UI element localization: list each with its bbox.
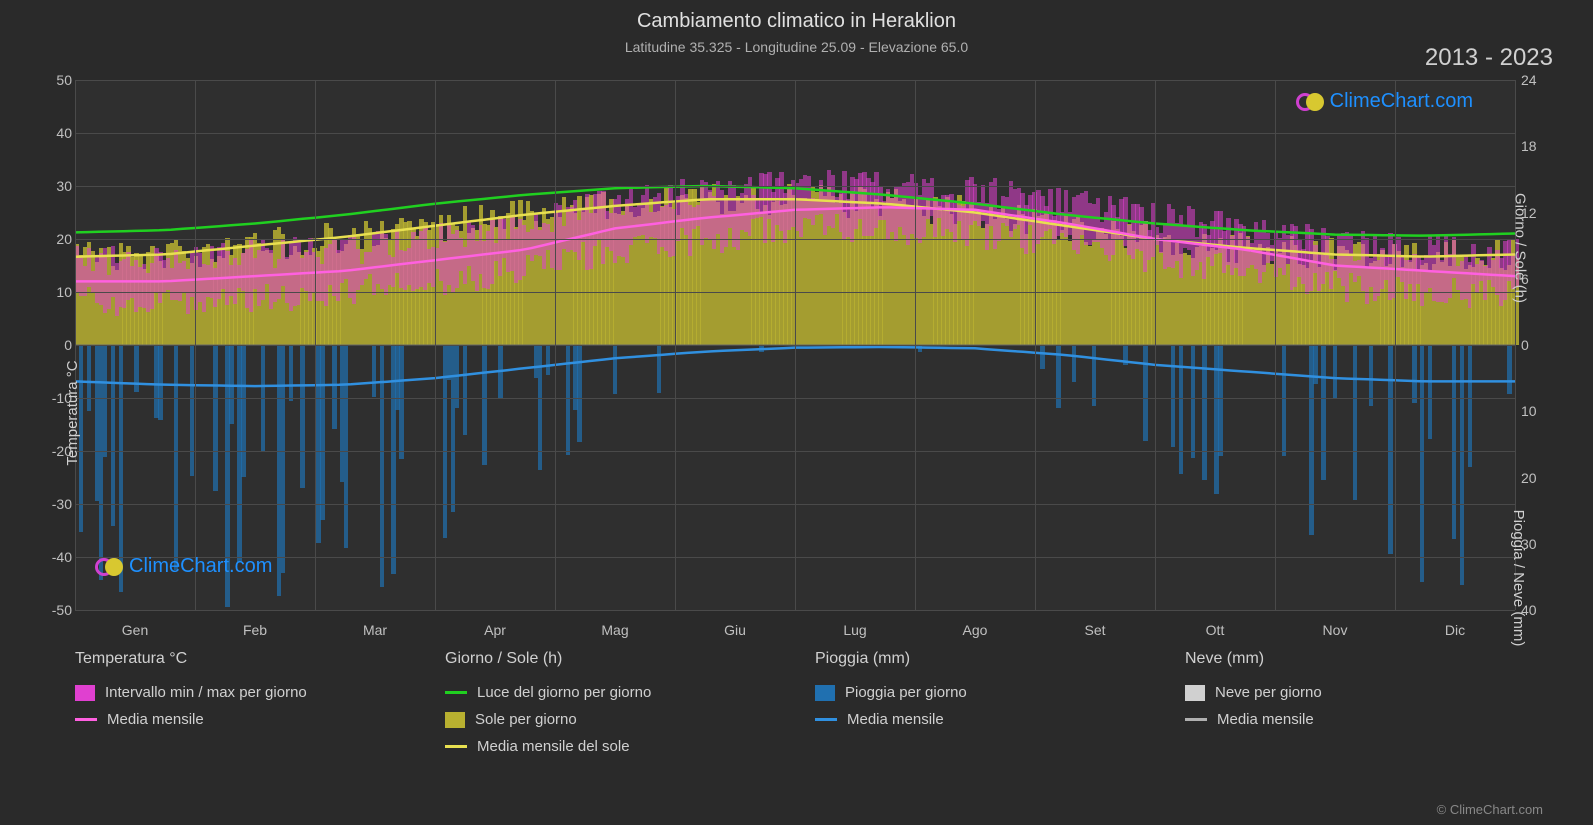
axis-tick: 10 bbox=[42, 284, 72, 300]
month-label: Feb bbox=[243, 622, 267, 638]
axis-tick: 18 bbox=[1521, 138, 1551, 154]
axis-tick: 24 bbox=[1521, 72, 1551, 88]
right-axis-label-bottom: Pioggia / Neve (mm) bbox=[1510, 509, 1527, 646]
month-label: Giu bbox=[724, 622, 746, 638]
legend-items: Pioggia per giorno Media mensile bbox=[815, 684, 1145, 728]
grid-line bbox=[1155, 80, 1156, 610]
legend-header: Giorno / Sole (h) bbox=[445, 650, 775, 668]
legend-item: Media mensile bbox=[815, 711, 1145, 728]
legend-swatch-icon bbox=[1185, 685, 1205, 701]
logo-sun-icon bbox=[1306, 93, 1324, 111]
month-label: Apr bbox=[484, 622, 506, 638]
month-label: Mag bbox=[601, 622, 628, 638]
axis-tick: 20 bbox=[1521, 470, 1551, 486]
legend-item: Sole per giorno bbox=[445, 711, 775, 728]
legend: Temperatura °C Intervallo min / max per … bbox=[75, 650, 1515, 765]
chart-title: Cambiamento climatico in Heraklion bbox=[0, 0, 1593, 33]
month-label: Dic bbox=[1445, 622, 1465, 638]
legend-header: Pioggia (mm) bbox=[815, 650, 1145, 668]
month-label: Mar bbox=[363, 622, 387, 638]
grid-line bbox=[795, 80, 796, 610]
legend-label: Media mensile bbox=[1217, 711, 1314, 728]
legend-label: Sole per giorno bbox=[475, 711, 577, 728]
grid-line bbox=[675, 80, 676, 610]
legend-line-icon bbox=[1185, 718, 1207, 721]
watermark-text: ClimeChart.com bbox=[129, 555, 272, 578]
grid-line bbox=[555, 80, 556, 610]
legend-item: Media mensile bbox=[75, 711, 405, 728]
axis-tick: 0 bbox=[42, 337, 72, 353]
axis-tick: 10 bbox=[1521, 403, 1551, 419]
legend-label: Neve per giorno bbox=[1215, 684, 1322, 701]
grid-line bbox=[1035, 80, 1036, 610]
legend-item: Intervallo min / max per giorno bbox=[75, 684, 405, 701]
legend-swatch-icon bbox=[445, 712, 465, 728]
legend-header: Neve (mm) bbox=[1185, 650, 1515, 668]
axis-tick: 50 bbox=[42, 72, 72, 88]
legend-col-rain: Pioggia (mm) Pioggia per giorno Media men… bbox=[815, 650, 1145, 765]
legend-swatch-icon bbox=[75, 685, 95, 701]
legend-items: Intervallo min / max per giorno Media men… bbox=[75, 684, 405, 728]
grid-line bbox=[75, 610, 1515, 611]
legend-line-icon bbox=[445, 691, 467, 694]
watermark-bottom: ClimeChart.com bbox=[95, 555, 272, 578]
axis-tick: -30 bbox=[42, 496, 72, 512]
legend-item: Media mensile bbox=[1185, 711, 1515, 728]
legend-col-temperature: Temperatura °C Intervallo min / max per … bbox=[75, 650, 405, 765]
chart-subtitle: Latitudine 35.325 - Longitudine 25.09 - … bbox=[0, 33, 1593, 55]
legend-line-icon bbox=[75, 718, 97, 721]
legend-label: Media mensile del sole bbox=[477, 738, 630, 755]
month-label: Ott bbox=[1206, 622, 1225, 638]
grid-line bbox=[1395, 80, 1396, 610]
legend-col-snow: Neve (mm) Neve per giorno Media mensile bbox=[1185, 650, 1515, 765]
year-range: 2013 - 2023 bbox=[1425, 44, 1553, 72]
right-axis-label-top: Giorno / Sole (h) bbox=[1511, 192, 1528, 302]
legend-item: Pioggia per giorno bbox=[815, 684, 1145, 701]
legend-label: Intervallo min / max per giorno bbox=[105, 684, 307, 701]
legend-label: Luce del giorno per giorno bbox=[477, 684, 651, 701]
grid-line bbox=[915, 80, 916, 610]
legend-label: Media mensile bbox=[107, 711, 204, 728]
legend-items: Luce del giorno per giorno Sole per giorn… bbox=[445, 684, 775, 755]
watermark-top: ClimeChart.com bbox=[1296, 90, 1473, 113]
logo-sun-icon bbox=[105, 558, 123, 576]
legend-item: Neve per giorno bbox=[1185, 684, 1515, 701]
legend-item: Media mensile del sole bbox=[445, 738, 775, 755]
axis-tick: 20 bbox=[42, 231, 72, 247]
month-label: Ago bbox=[963, 622, 988, 638]
grid-line bbox=[315, 80, 316, 610]
grid-line bbox=[75, 80, 76, 610]
legend-swatch-icon bbox=[815, 685, 835, 701]
grid-line bbox=[195, 80, 196, 610]
month-label: Nov bbox=[1323, 622, 1348, 638]
left-axis-label: Temperatura °C bbox=[64, 360, 81, 465]
legend-item: Luce del giorno per giorno bbox=[445, 684, 775, 701]
month-label: Gen bbox=[122, 622, 148, 638]
axis-tick: 30 bbox=[42, 178, 72, 194]
month-label: Lug bbox=[843, 622, 866, 638]
watermark-text: ClimeChart.com bbox=[1330, 90, 1473, 113]
legend-label: Pioggia per giorno bbox=[845, 684, 967, 701]
axis-tick: -50 bbox=[42, 602, 72, 618]
month-label: Set bbox=[1084, 622, 1105, 638]
legend-header: Temperatura °C bbox=[75, 650, 405, 668]
legend-label: Media mensile bbox=[847, 711, 944, 728]
legend-items: Neve per giorno Media mensile bbox=[1185, 684, 1515, 728]
grid-line bbox=[435, 80, 436, 610]
legend-line-icon bbox=[445, 745, 467, 748]
legend-col-daysun: Giorno / Sole (h) Luce del giorno per gi… bbox=[445, 650, 775, 765]
axis-tick: 0 bbox=[1521, 337, 1551, 353]
grid-line bbox=[1275, 80, 1276, 610]
chart-container: Cambiamento climatico in Heraklion Latit… bbox=[0, 0, 1593, 825]
axis-tick: -40 bbox=[42, 549, 72, 565]
legend-line-icon bbox=[815, 718, 837, 721]
axis-tick: 40 bbox=[42, 125, 72, 141]
copyright: © ClimeChart.com bbox=[1437, 802, 1543, 817]
